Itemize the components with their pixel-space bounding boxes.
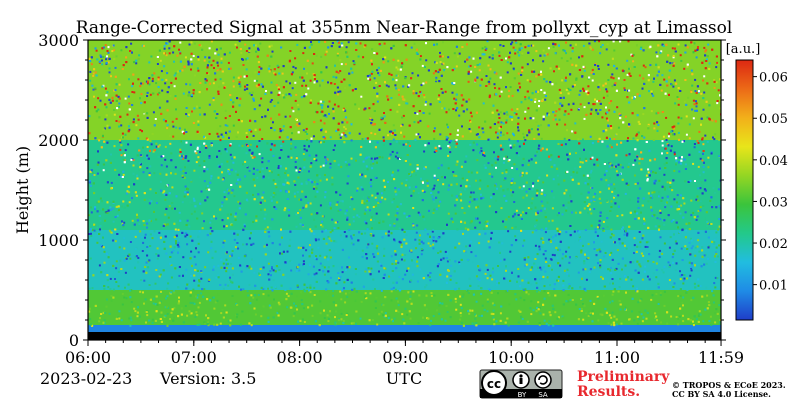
heatmap-band — [88, 40, 721, 140]
badge-sa-text: SA — [538, 391, 548, 399]
colorbar-gradient — [735, 59, 754, 321]
colorbar-tick-label: 0.03 — [759, 195, 788, 210]
x-tick-label: 07:00 — [171, 348, 217, 367]
x-axis: 06:00 07:00 08:00 09:00 10:00 11:00 11:59 — [65, 340, 744, 367]
plot-frame — [87, 39, 722, 341]
colorbar-tick-label: 0.05 — [759, 112, 788, 127]
x-tick-label: 08:00 — [277, 348, 323, 367]
heatmap-band — [88, 140, 721, 230]
colorbar-tick-label: 0.04 — [759, 154, 788, 169]
colorbar-unit: [a.u.] — [726, 42, 761, 57]
colorbar: [a.u.] 0.01 0.02 0.03 0.04 0.05 0.06 — [726, 42, 788, 321]
colorbar-tick-label: 0.02 — [759, 237, 788, 252]
y-axis: 0 1000 2000 3000 — [38, 31, 726, 350]
cc-license-badge: cc BY SA — [479, 369, 563, 399]
x-tick-label: 06:00 — [65, 348, 111, 367]
cc-icon — [481, 370, 507, 396]
colorbar-ticks: 0.01 0.02 0.03 0.04 0.05 0.06 — [753, 71, 788, 294]
heatmap-band — [88, 325, 721, 332]
heatmap-texture — [88, 40, 721, 327]
y-tick-label: 3000 — [38, 31, 79, 50]
y-tick-label: 0 — [69, 331, 79, 350]
version-label: Version: 3.5 — [159, 369, 256, 388]
chart-title: Range-Corrected Signal at 355nm Near-Ran… — [76, 18, 733, 38]
x-tick-label: 11:00 — [594, 348, 640, 367]
colorbar-tick-label: 0.06 — [759, 71, 788, 86]
badge-by-text: BY — [518, 391, 527, 399]
x-axis-label: UTC — [386, 369, 422, 388]
heatmap-band — [88, 332, 721, 340]
heatmap-field — [88, 40, 721, 340]
x-tick-label: 09:00 — [382, 348, 428, 367]
x-tick-label: 10:00 — [488, 348, 534, 367]
colorbar-tick-label: 0.01 — [759, 279, 788, 294]
y-axis-label: Height (m) — [13, 146, 32, 234]
copyright-line-1: © TROPOS & ECoE 2023. — [672, 380, 786, 390]
share-alike-icon — [534, 371, 552, 389]
heatmap-band — [88, 290, 721, 325]
x-tick-label: 11:59 — [698, 348, 744, 367]
date-label: 2023-02-23 — [40, 369, 132, 388]
y-tick-label: 1000 — [38, 231, 79, 250]
preliminary-label: Preliminary — [577, 369, 670, 385]
copyright-line-2: CC BY SA 4.0 License. — [672, 389, 771, 399]
results-label: Results. — [577, 384, 640, 400]
plot-area — [87, 39, 722, 341]
y-tick-label: 2000 — [38, 131, 79, 150]
